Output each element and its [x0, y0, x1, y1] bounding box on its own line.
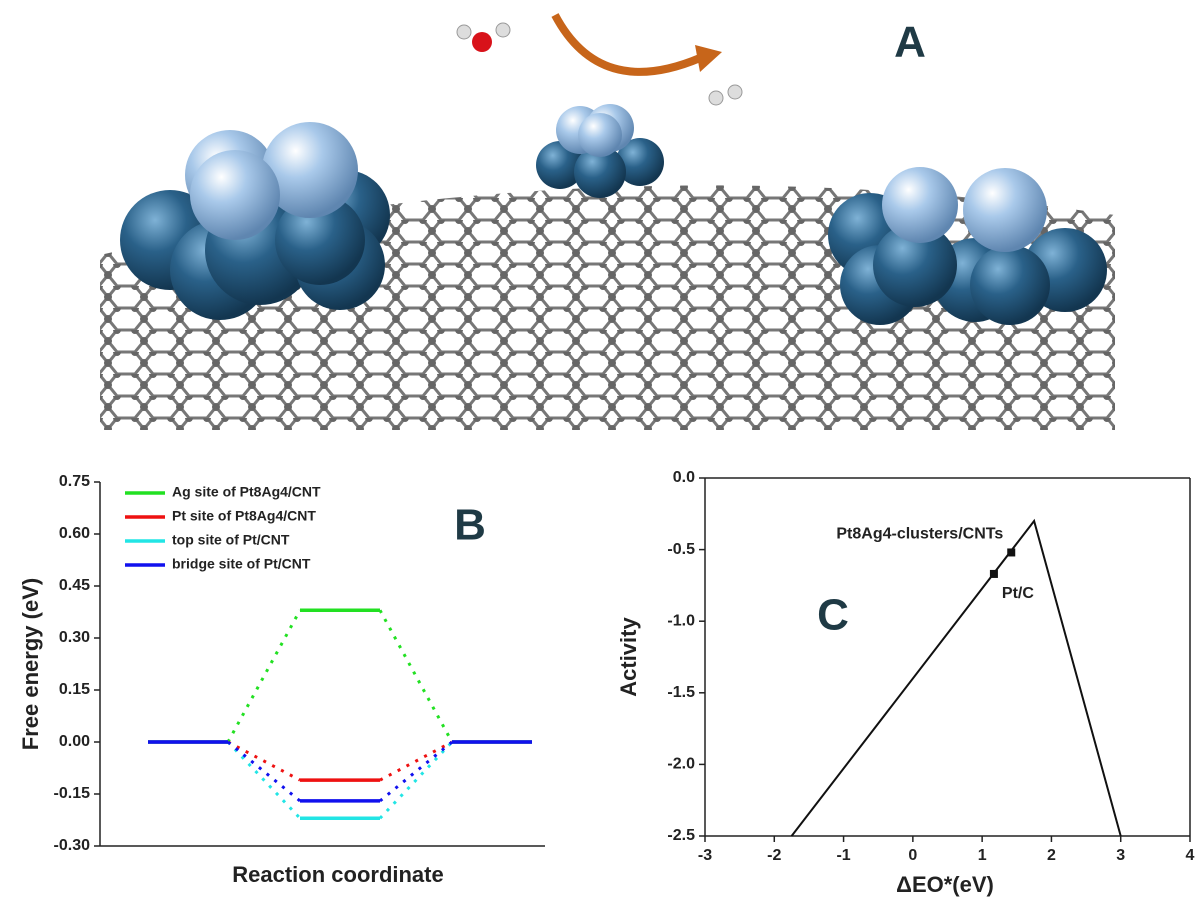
connector	[228, 742, 300, 780]
water-molecule	[457, 23, 510, 52]
chart-b: -0.30 -0.15 0.00 0.15 0.30 0.45 0.60 0.75 Ag sit…	[18, 473, 545, 887]
x-tick-label: 4	[1186, 847, 1195, 864]
y-axis-label: Activity	[616, 617, 641, 697]
connector	[380, 742, 452, 801]
y-tick-label: -0.5	[667, 541, 695, 558]
figure: A -0.30-0.150.000.150.300.450.600.75Ag s…	[0, 0, 1202, 906]
panel-label: B	[454, 501, 486, 550]
chart-c: -2.5 -2.0 -1.5 -1.0 -0.5 0.0 -3 -2 -1 0 1 2 3 4 Pt8Ag4…	[616, 469, 1195, 897]
y-tick-label: 0.60	[59, 525, 90, 542]
connector	[380, 610, 452, 742]
point-label: Pt/C	[1002, 585, 1034, 602]
x-axis-label: ΔEO*(eV)	[896, 872, 994, 897]
point	[990, 570, 998, 578]
point	[1007, 548, 1015, 556]
y-tick-label: 0.45	[59, 577, 90, 594]
point-label: Pt8Ag4-clusters/CNTs	[836, 526, 1003, 543]
y-tick-label: -2.5	[667, 827, 695, 844]
x-tick-label: -2	[767, 847, 781, 864]
illustration: A	[100, 15, 1115, 430]
y-tick-label: 0.15	[59, 681, 90, 698]
y-tick-label: 0.00	[59, 733, 90, 750]
connector	[380, 742, 452, 818]
legend-label: Ag site of Pt8Ag4/CNT	[172, 484, 321, 500]
y-tick-label: -2.0	[667, 756, 695, 773]
y-tick-label: 0.0	[673, 469, 695, 486]
cluster-middle	[536, 104, 664, 198]
y-tick-label: 0.75	[59, 473, 90, 490]
legend-label: Pt site of Pt8Ag4/CNT	[172, 508, 316, 524]
y-tick-label: -1.5	[667, 684, 695, 701]
arrow-head	[695, 45, 722, 72]
connector	[380, 742, 452, 780]
x-tick-label: 1	[978, 847, 987, 864]
connector	[228, 610, 300, 742]
panel-label: A	[894, 18, 926, 67]
connector	[228, 742, 300, 818]
y-tick-label: -1.0	[667, 612, 695, 629]
legend-label: bridge site of Pt/CNT	[172, 556, 311, 572]
hydrogen-molecule	[709, 85, 742, 105]
legend-label: top site of Pt/CNT	[172, 532, 290, 548]
panel-label: C	[817, 591, 849, 640]
x-tick-label: -1	[836, 847, 850, 864]
x-tick-label: 3	[1116, 847, 1125, 864]
y-tick-label: -0.30	[54, 837, 91, 854]
reaction-arrow	[555, 15, 700, 72]
x-tick-label: 0	[908, 847, 917, 864]
y-tick-label: 0.30	[59, 629, 90, 646]
x-tick-label: -3	[698, 847, 712, 864]
x-axis-label: Reaction coordinate	[232, 862, 443, 887]
y-axis-label: Free energy (eV)	[18, 578, 43, 750]
connector	[228, 742, 300, 801]
volcano-line	[792, 521, 1121, 836]
y-tick-label: -0.15	[54, 785, 91, 802]
x-tick-label: 2	[1047, 847, 1056, 864]
